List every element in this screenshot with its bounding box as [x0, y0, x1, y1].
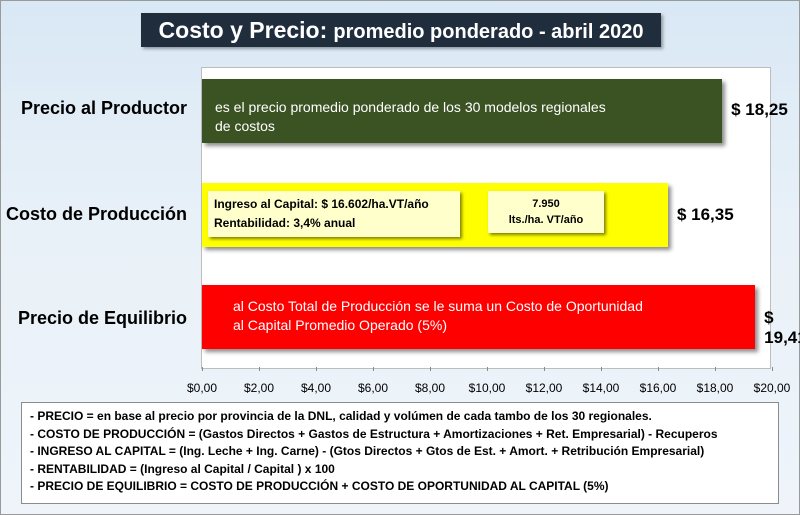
x-tick-label: $4,00	[300, 381, 332, 395]
annotation-line: 7.950	[532, 198, 560, 210]
x-tick-mark	[601, 367, 602, 371]
x-tick-label: $12,00	[525, 381, 563, 395]
x-tick-label: $8,00	[414, 381, 446, 395]
annotation-ingreso-capital: Ingreso al Capital: $ 16.602/ha.VT/año R…	[208, 191, 460, 237]
bar-text-precio-productor: es el precio promedio ponderado de los 3…	[215, 98, 606, 136]
annotation-litros: 7.950 lts./ha. VT/año	[488, 191, 604, 233]
annotation-line: Ingreso al Capital: $ 16.602/ha.VT/año	[214, 197, 429, 211]
annotation-line: lts./ha. VT/año	[508, 214, 584, 226]
note-ingreso-capital: - INGRESO AL CAPITAL = (Ing. Leche + Ing…	[30, 444, 705, 458]
x-tick-mark	[259, 367, 260, 371]
note-precio: - PRECIO = en base al precio por provinc…	[30, 409, 652, 423]
x-tick-label: $14,00	[582, 381, 620, 395]
bar-text-line: de costos	[215, 118, 275, 134]
note-rentabilidad: - RENTABILIDAD = (Ingreso al Capital / C…	[30, 461, 335, 476]
x-tick-label: $18,00	[696, 381, 734, 395]
x-tick-label: $16,00	[639, 381, 677, 395]
x-tick-mark	[772, 367, 773, 371]
category-label-precio-equilibrio: Precio de Equilibrio	[17, 308, 187, 328]
x-tick-mark	[316, 367, 317, 371]
x-tick-label: $10,00	[468, 381, 506, 395]
category-label-costo-produccion: Costo de Producción	[5, 204, 187, 224]
bar-text-line: al Capital Promedio Operado (5%)	[233, 317, 447, 333]
x-tick-label: $2,00	[243, 381, 275, 395]
bar-text-line: es el precio promedio ponderado de los 3…	[215, 99, 606, 115]
value-label-precio-equilibrio: $ 19,41	[764, 308, 800, 347]
x-tick-label: $0,00	[186, 381, 218, 395]
x-tick-mark	[658, 367, 659, 371]
bar-text-line: al Costo Total de Producción se le suma …	[233, 298, 643, 314]
chart-title: Costo y Precio: promedio ponderado - abr…	[141, 13, 661, 47]
chart-title-sub: promedio ponderado - abril 2020	[333, 21, 644, 43]
bar-precio-equilibrio	[202, 285, 756, 349]
x-tick-mark	[373, 367, 374, 371]
bar-text-precio-equilibrio: al Costo Total de Producción se le suma …	[233, 297, 643, 335]
x-tick-mark	[715, 367, 716, 371]
value-label-precio-productor: $ 18,25	[731, 100, 788, 119]
note-costo-produccion: - COSTO DE PRODUCCIÓN = (Gastos Directos…	[30, 426, 718, 441]
notes-box: - PRECIO = en base al precio por provinc…	[21, 402, 779, 504]
x-tick-mark	[430, 367, 431, 371]
chart-title-main: Costo y Precio:	[158, 17, 328, 43]
x-tick-mark	[202, 367, 203, 371]
value-label-costo-produccion: $ 16,35	[676, 205, 734, 224]
annotation-line: Rentabilidad: 3,4% anual	[214, 216, 356, 230]
category-label-precio-productor: Precio al Productor	[20, 98, 187, 118]
bar-precio-productor	[202, 79, 723, 143]
note-precio-equilibrio: - PRECIO DE EQUILIBRIO = COSTO DE PRODUC…	[30, 479, 609, 493]
x-tick-label: $6,00	[357, 381, 389, 395]
x-tick-label: $20,00	[753, 381, 791, 395]
x-tick-mark	[544, 367, 545, 371]
x-tick-mark	[487, 367, 488, 371]
